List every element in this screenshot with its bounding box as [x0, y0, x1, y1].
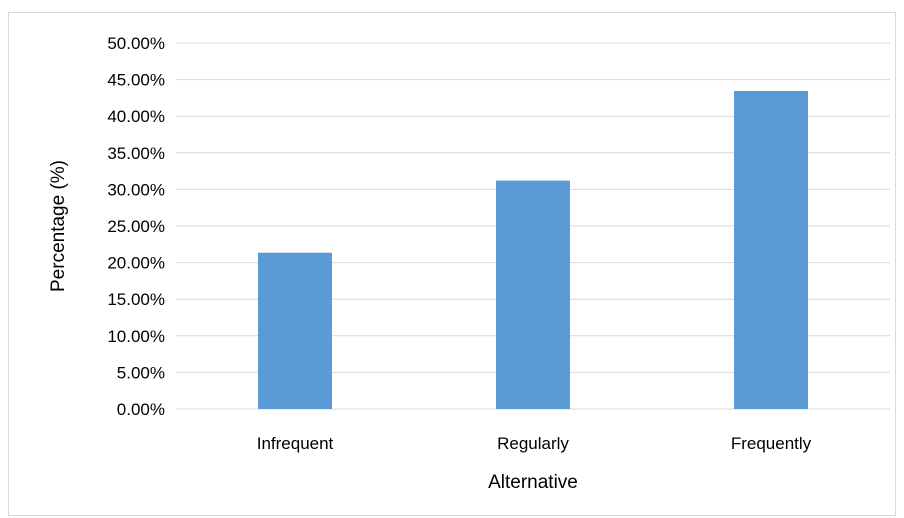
x-axis-tick-labels: Infrequent Regularly Frequently — [257, 434, 812, 453]
y-tick-label: 15.00% — [107, 290, 165, 309]
x-tick-label: Infrequent — [257, 434, 334, 453]
y-tick-label: 35.00% — [107, 144, 165, 163]
y-tick-label: 5.00% — [117, 363, 165, 382]
bar-frequently — [734, 90, 808, 410]
y-tick-label: 50.00% — [107, 34, 165, 53]
bar-infrequent — [258, 252, 332, 409]
bars — [258, 90, 808, 410]
y-tick-label: 45.00% — [107, 71, 165, 90]
y-tick-label: 40.00% — [107, 107, 165, 126]
y-tick-label: 10.00% — [107, 327, 165, 346]
y-axis-title: Percentage (%) — [48, 160, 69, 292]
x-axis-title: Alternative — [488, 472, 578, 493]
y-tick-label: 20.00% — [107, 254, 165, 273]
x-tick-label: Frequently — [731, 434, 812, 453]
bar-regularly — [496, 180, 570, 409]
y-tick-label: 30.00% — [107, 180, 165, 199]
x-tick-label: Regularly — [497, 434, 569, 453]
y-axis-tick-labels: 0.00% 5.00% 10.00% 15.00% 20.00% 25.00% 30.00%… — [107, 34, 165, 419]
y-tick-label: 25.00% — [107, 217, 165, 236]
y-tick-label: 0.00% — [117, 400, 165, 419]
